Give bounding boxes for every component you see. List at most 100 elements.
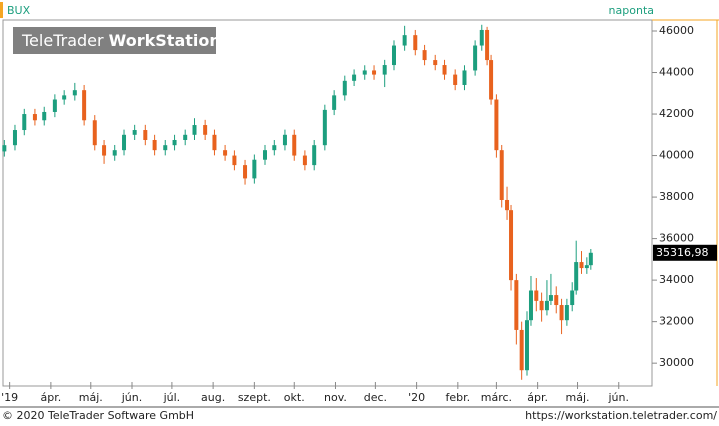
footer-right: https://workstation.teletrader.com/ xyxy=(525,409,717,422)
candle-body xyxy=(262,150,267,160)
candle-body xyxy=(132,130,137,135)
candle-body xyxy=(579,262,584,269)
candle-body xyxy=(485,29,490,61)
candle-body xyxy=(122,134,127,151)
candle-body xyxy=(564,305,569,321)
candle-body xyxy=(402,35,407,46)
candle-body xyxy=(574,262,579,291)
candle-body xyxy=(32,114,37,121)
watermark-part: TeleTrader xyxy=(21,31,104,50)
x-tick-label: júl. xyxy=(163,391,181,404)
candle-body xyxy=(505,199,510,211)
candle-body xyxy=(52,99,57,112)
candle-body xyxy=(372,70,377,75)
chart-title: BUX xyxy=(7,4,31,17)
candle-body xyxy=(473,45,478,71)
candle-body xyxy=(332,95,337,110)
candle-body xyxy=(172,139,177,146)
interval-label: naponta xyxy=(609,4,654,17)
candle-body xyxy=(554,295,559,306)
candle-body xyxy=(514,280,519,330)
candle-body xyxy=(453,74,458,85)
candle-body xyxy=(272,145,277,151)
candle-body xyxy=(62,95,67,100)
footer-left: © 2020 TeleTrader Software GmbH xyxy=(2,409,194,422)
candle-body xyxy=(223,150,228,156)
candle-body xyxy=(433,60,438,66)
x-tick-label: '19 xyxy=(1,391,18,404)
candle-body xyxy=(413,35,418,51)
x-tick-label: febr. xyxy=(446,391,471,404)
x-tick-label: jún. xyxy=(121,391,143,404)
y-tick-label: 32000 xyxy=(659,315,694,328)
candle-body xyxy=(462,70,467,85)
x-tick-label: máj. xyxy=(79,391,103,404)
candle-body xyxy=(243,165,248,179)
x-tick-label: '20 xyxy=(408,391,425,404)
x-tick-label: ápr. xyxy=(527,391,548,404)
candle-body xyxy=(143,130,148,140)
x-tick-label: máj. xyxy=(566,391,590,404)
candle-body xyxy=(442,65,447,75)
x-tick-label: ápr. xyxy=(41,391,62,404)
candle-body xyxy=(72,90,77,96)
candle-body xyxy=(362,70,367,75)
last-price-label: 35316,98 xyxy=(656,246,709,259)
candle-body xyxy=(528,290,533,321)
y-tick-label: 38000 xyxy=(659,190,694,203)
candle-body xyxy=(82,90,87,121)
candle-body xyxy=(570,290,575,306)
x-tick-label: okt. xyxy=(284,391,305,404)
x-tick-label: szept. xyxy=(238,391,271,404)
candle-body xyxy=(588,252,593,266)
candle-body xyxy=(422,50,427,61)
candle-body xyxy=(322,109,327,146)
candle-body xyxy=(584,265,589,269)
candle-body xyxy=(232,155,237,166)
candle-body xyxy=(539,300,544,311)
candle-body xyxy=(479,29,484,46)
candle-body xyxy=(282,134,287,146)
candle-body xyxy=(489,60,494,100)
candle-body xyxy=(192,125,197,135)
x-tick-label: nov. xyxy=(324,391,347,404)
x-tick-label: márc. xyxy=(481,391,512,404)
candle-body xyxy=(112,150,117,156)
candle-body xyxy=(342,80,347,96)
plot-area xyxy=(2,19,653,387)
x-tick-label: jún. xyxy=(608,391,630,404)
candle-body xyxy=(92,120,97,146)
candle-body xyxy=(352,74,357,81)
candle-body xyxy=(494,99,499,151)
candle-body xyxy=(212,134,217,151)
y-tick-label: 36000 xyxy=(659,232,694,245)
y-tick-label: 42000 xyxy=(659,107,694,120)
candle-body xyxy=(534,290,539,301)
watermark-part: WorkStation xyxy=(109,31,221,50)
candle-body xyxy=(519,329,524,371)
y-tick-label: 34000 xyxy=(659,273,694,286)
candle-body xyxy=(22,114,27,131)
candle-body xyxy=(509,210,514,281)
last-price-box xyxy=(653,244,717,261)
watermark-box xyxy=(13,27,216,54)
candle-body xyxy=(312,145,317,166)
candle-body xyxy=(382,65,387,75)
watermark: TeleTrader WorkStation xyxy=(21,31,221,50)
candle-body xyxy=(292,134,297,156)
candle-body xyxy=(152,139,157,151)
y-tick-label: 30000 xyxy=(659,356,694,369)
candle-body xyxy=(499,150,504,200)
candle-body xyxy=(302,155,307,166)
y-tick-label: 46000 xyxy=(659,24,694,37)
y-tick-label: 44000 xyxy=(659,66,694,79)
candle-body xyxy=(548,295,553,301)
candle-body xyxy=(544,300,549,311)
candle-body xyxy=(12,130,17,146)
candle-body xyxy=(524,320,529,371)
candle-body xyxy=(391,45,396,66)
title-marker xyxy=(0,2,3,18)
candle-body xyxy=(183,134,188,140)
candle-body xyxy=(203,125,208,135)
